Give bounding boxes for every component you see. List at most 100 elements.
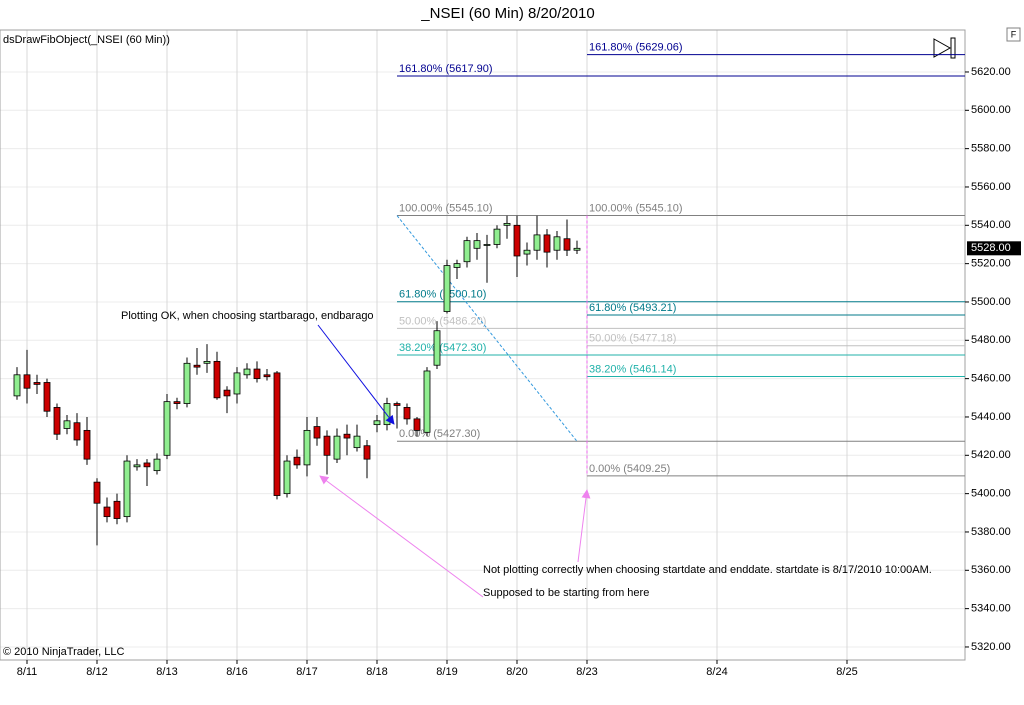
candle-body bbox=[143, 462, 151, 468]
side-button[interactable] bbox=[1006, 27, 1021, 42]
indicator-label: dsDrawFibObject(_NSEI (60 Min)) bbox=[3, 34, 170, 46]
candle-body bbox=[223, 389, 231, 397]
fib-label: 100.00% (5545.10) bbox=[589, 202, 683, 214]
candle-body bbox=[303, 429, 311, 466]
fib-layer: 161.80% (5617.90) 100.00% (5545.10) 61.80%… bbox=[396, 42, 965, 477]
last-price-label: 5528.00 bbox=[971, 242, 1011, 254]
candle-body bbox=[243, 368, 251, 376]
y-tick-label: 5600.00 bbox=[971, 104, 1011, 116]
last-price-box bbox=[967, 241, 1021, 256]
candle-body bbox=[13, 374, 21, 397]
candle-body bbox=[393, 403, 401, 406]
candle-body bbox=[183, 362, 191, 404]
y-tick-label: 5620.00 bbox=[971, 66, 1011, 78]
side-button-label: F bbox=[1011, 29, 1017, 39]
candle-body bbox=[373, 420, 381, 426]
candle-body bbox=[43, 382, 51, 412]
x-tick-label: 8/18 bbox=[366, 666, 387, 678]
x-tick-label: 8/11 bbox=[17, 666, 38, 678]
candle-body bbox=[33, 382, 41, 385]
candle-body bbox=[553, 236, 561, 251]
candle-body bbox=[23, 374, 31, 389]
annotation-arrow bbox=[319, 475, 484, 598]
chart-title: _NSEI (60 Min) 8/20/2010 bbox=[420, 5, 594, 22]
y-tick-label: 5580.00 bbox=[971, 143, 1011, 155]
x-tick-label: 8/25 bbox=[836, 666, 857, 678]
candle-body bbox=[203, 360, 211, 364]
annotation: Supposed to be starting from here bbox=[483, 587, 649, 599]
fib-label: 61.80% (5493.21) bbox=[589, 302, 676, 314]
x-tick-label: 8/20 bbox=[506, 666, 527, 678]
fib-trend bbox=[396, 215, 578, 442]
y-tick-label: 5560.00 bbox=[971, 181, 1011, 193]
candle-body bbox=[463, 240, 471, 263]
y-tick-label: 5440.00 bbox=[971, 411, 1011, 423]
x-tick-label: 8/17 bbox=[296, 666, 317, 678]
x-tick-label: 8/23 bbox=[576, 666, 597, 678]
candle-body bbox=[233, 372, 241, 395]
x-tick-label: 8/13 bbox=[156, 666, 177, 678]
candle-body bbox=[563, 238, 571, 251]
candle-body bbox=[353, 435, 361, 449]
candle-body bbox=[333, 435, 341, 460]
y-tick-label: 5340.00 bbox=[971, 603, 1011, 615]
candle-body bbox=[513, 224, 521, 257]
candle-body bbox=[133, 464, 141, 468]
candle-body bbox=[213, 360, 221, 399]
x-tick-label: 8/24 bbox=[706, 666, 727, 678]
candle-body bbox=[73, 422, 81, 441]
candle-body bbox=[103, 506, 111, 518]
y-tick-label: 5480.00 bbox=[971, 334, 1011, 346]
copyright: © 2010 NinjaTrader, LLC bbox=[3, 646, 124, 658]
candle-body bbox=[453, 263, 461, 268]
x-tick-label: 8/19 bbox=[436, 666, 457, 678]
candle-body bbox=[573, 247, 581, 251]
y-tick-label: 5520.00 bbox=[971, 258, 1011, 270]
candle-body bbox=[523, 249, 531, 255]
plot-frame bbox=[0, 29, 966, 661]
candle-body bbox=[343, 433, 351, 439]
candle-body bbox=[63, 420, 71, 429]
candle-body bbox=[173, 401, 181, 404]
candle-body bbox=[503, 222, 511, 226]
fib-label: 161.80% (5629.06) bbox=[589, 42, 683, 54]
axes: 5320.00 5340.00 5360.00 5380.00 5400.00 5420.… bbox=[17, 66, 1021, 678]
y-tick-label: 5460.00 bbox=[971, 373, 1011, 385]
candle-body bbox=[163, 401, 171, 456]
candle-body bbox=[113, 500, 121, 519]
candle-body bbox=[533, 234, 541, 251]
candle-body bbox=[153, 458, 161, 472]
candle-body bbox=[273, 372, 281, 496]
candle-body bbox=[83, 429, 91, 460]
fib-label: 50.00% (5486.20) bbox=[399, 315, 486, 327]
fib-label: 61.80% (5500.10) bbox=[399, 289, 486, 301]
candle-body bbox=[493, 228, 501, 245]
candle-body bbox=[193, 364, 201, 368]
candle-body bbox=[443, 265, 451, 312]
candle-body bbox=[323, 435, 331, 456]
candle-body bbox=[53, 406, 61, 435]
candle-body bbox=[483, 244, 491, 246]
fib-label: 100.00% (5545.10) bbox=[399, 202, 493, 214]
fib-label: 38.20% (5461.14) bbox=[589, 363, 676, 375]
candles bbox=[13, 215, 581, 546]
annotation-arrow bbox=[317, 324, 395, 425]
fib-label: 0.00% (5427.30) bbox=[399, 428, 480, 440]
candle-body bbox=[123, 460, 131, 518]
scroll-end-button[interactable] bbox=[933, 37, 956, 59]
y-tick-label: 5320.00 bbox=[971, 641, 1011, 653]
candle-body bbox=[403, 406, 411, 420]
x-tick-label: 8/16 bbox=[226, 666, 247, 678]
fib-label: 0.00% (5409.25) bbox=[589, 463, 670, 475]
candle-body bbox=[283, 460, 291, 495]
annotation-arrow bbox=[577, 489, 591, 563]
fib-label: 161.80% (5617.90) bbox=[399, 63, 493, 75]
annotation: Not plotting correctly when choosing sta… bbox=[483, 564, 932, 576]
candle-body bbox=[293, 456, 301, 466]
y-tick-label: 5500.00 bbox=[971, 296, 1011, 308]
candle-body bbox=[433, 330, 441, 366]
y-tick-label: 5380.00 bbox=[971, 526, 1011, 538]
y-tick-label: 5360.00 bbox=[971, 564, 1011, 576]
candle-body bbox=[313, 426, 321, 439]
